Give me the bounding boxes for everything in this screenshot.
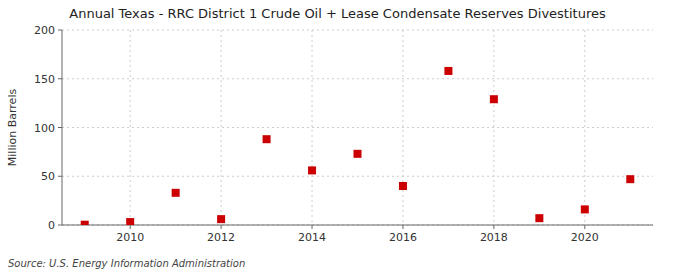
point xyxy=(444,67,452,75)
x-tick xyxy=(493,225,494,229)
point xyxy=(217,215,225,223)
y-tick xyxy=(58,225,62,226)
chart: 2010 2012 2014 2016 2018 2020 0 50 100 150 200 Mill… xyxy=(0,0,675,275)
y-tick xyxy=(58,30,62,31)
grid-line-y xyxy=(62,176,653,177)
point xyxy=(354,150,362,158)
grid-line-x xyxy=(221,30,222,225)
x-tick xyxy=(402,225,403,229)
x-tick-label: 2016 xyxy=(389,231,417,244)
x-tick xyxy=(584,225,585,229)
y-tick-label: 150 xyxy=(34,73,55,86)
x-tick xyxy=(221,225,222,229)
x-tick-label: 2012 xyxy=(207,231,235,244)
point xyxy=(81,221,89,225)
grid-line-y xyxy=(62,78,653,79)
x-tick xyxy=(312,225,313,229)
x-tick-label: 2010 xyxy=(116,231,144,244)
chart-container: 2010 2012 2014 2016 2018 2020 0 50 100 150 200 Mill… xyxy=(0,0,675,275)
grid-line-y xyxy=(62,225,653,226)
points xyxy=(81,67,635,225)
y-tick xyxy=(58,78,62,79)
grid-line-y xyxy=(62,127,653,128)
y-tick-label: 50 xyxy=(41,170,55,183)
y-tick-label: 100 xyxy=(34,122,55,135)
point xyxy=(581,205,589,213)
grid-line-x xyxy=(584,30,585,225)
x-tick-label: 2018 xyxy=(480,231,508,244)
grid-line-x xyxy=(493,30,494,225)
grid-line-x xyxy=(312,30,313,225)
grid-line-x xyxy=(402,30,403,225)
point xyxy=(535,214,543,222)
x-tick-label: 2020 xyxy=(571,231,599,244)
point xyxy=(626,175,634,183)
point xyxy=(263,135,271,143)
grid-line-y xyxy=(62,30,653,31)
point xyxy=(490,95,498,103)
x-axis-line xyxy=(62,225,653,226)
point xyxy=(126,218,134,225)
axes: 2010 2012 2014 2016 2018 2020 0 50 100 150 200 xyxy=(34,24,653,244)
y-tick-label: 200 xyxy=(34,24,55,37)
title: Annual Texas - RRC District 1 Crude Oil … xyxy=(69,6,606,21)
x-tick-label: 2014 xyxy=(298,231,326,244)
x-tick xyxy=(130,225,131,229)
grid-line-x xyxy=(130,30,131,225)
point xyxy=(399,182,407,190)
point xyxy=(308,166,316,174)
y-axis-label: Million Barrels xyxy=(6,89,19,167)
y-tick xyxy=(58,127,62,128)
y-tick-label: 0 xyxy=(48,219,55,232)
y-tick xyxy=(58,176,62,177)
grid xyxy=(62,30,653,225)
point xyxy=(172,189,180,197)
source-note: Source: U.S. Energy Information Administ… xyxy=(8,258,245,269)
